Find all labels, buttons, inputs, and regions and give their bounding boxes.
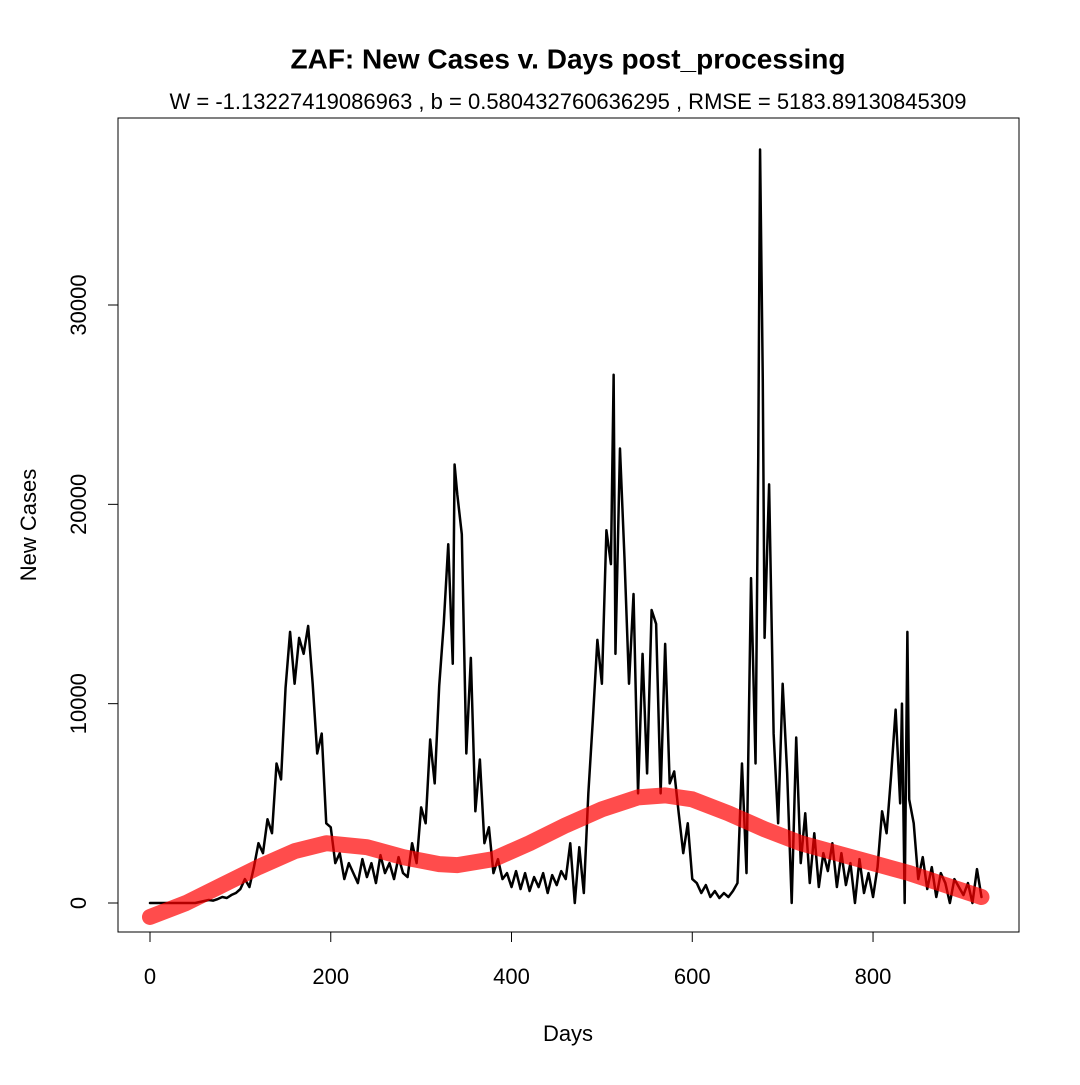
y-tick-label: 20000 — [66, 474, 91, 535]
y-axis-label: New Cases — [16, 469, 41, 581]
data-line — [148, 148, 983, 905]
plot-frame — [117, 117, 1020, 933]
fit-line — [141, 787, 990, 925]
x-tick-label: 200 — [312, 964, 349, 989]
x-tick-label: 600 — [674, 964, 711, 989]
chart-title: ZAF: New Cases v. Days post_processing — [291, 43, 846, 74]
x-tick-label: 0 — [144, 964, 156, 989]
y-tick-label: 10000 — [66, 673, 91, 734]
chart-subtitle: W = -1.13227419086963 , b = 0.5804327606… — [170, 89, 967, 114]
x-axis-label: Days — [543, 1021, 593, 1046]
y-tick-label: 30000 — [66, 274, 91, 335]
x-tick-label: 800 — [855, 964, 892, 989]
y-tick-label: 0 — [66, 897, 91, 909]
x-tick-label: 400 — [493, 964, 530, 989]
